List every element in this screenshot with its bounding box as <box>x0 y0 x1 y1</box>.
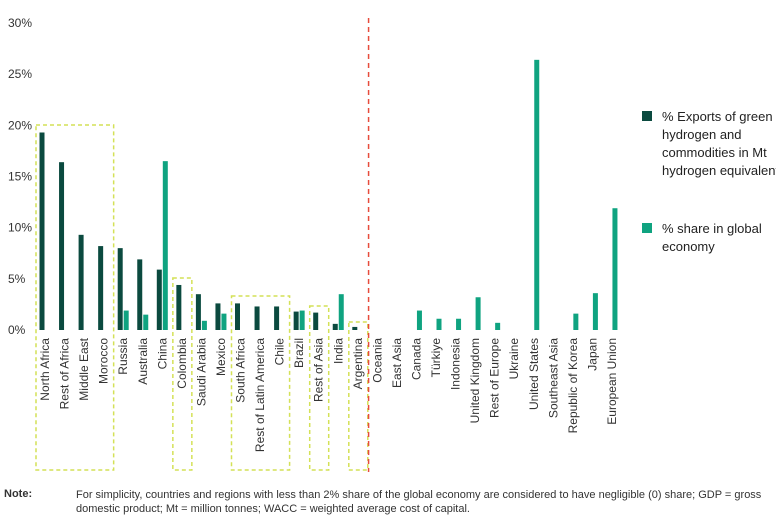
x-axis-labels: North Africa Rest of Africa Middle East Mor… <box>38 337 619 452</box>
y-tick-label: 0% <box>8 323 26 337</box>
y-tick-label: 20% <box>8 118 32 132</box>
bar-exports <box>215 303 221 330</box>
bar-gdp-share <box>143 314 149 330</box>
bar-exports <box>98 246 104 330</box>
bar-gdp-share <box>612 208 618 330</box>
bar-gdp-share <box>436 318 442 330</box>
bar-exports <box>274 306 280 330</box>
x-tick-label: United Kingdom <box>468 338 482 423</box>
highlight-box <box>348 321 369 471</box>
y-tick-label: 25% <box>8 67 32 81</box>
legend-label-exports: % Exports of green hydrogen and commodit… <box>662 109 776 178</box>
y-tick-label: 10% <box>8 221 32 235</box>
x-tick-label: China <box>155 338 169 370</box>
x-tick-label: Japan <box>585 338 599 371</box>
bar-exports <box>176 284 182 330</box>
bar-gdp-share <box>475 297 481 330</box>
legend-swatch-gdp <box>642 223 652 233</box>
x-tick-label: Mexico <box>214 338 228 376</box>
x-tick-label: Brazil <box>292 338 306 368</box>
x-tick-label: India <box>331 338 345 364</box>
bar-gdp-share <box>338 294 344 330</box>
bar-exports <box>313 312 319 330</box>
x-tick-label: Rest of Europe <box>488 338 502 418</box>
bar-exports <box>59 162 65 330</box>
bar-gdp-share <box>416 310 422 330</box>
bar-exports <box>78 234 84 330</box>
bar-exports <box>352 326 358 330</box>
bar-chart: 0% 5% 10% 15% 20% 25% 30% North Africa Rest of … <box>8 16 619 472</box>
bar-exports <box>195 294 201 330</box>
bar-gdp-share <box>573 313 579 330</box>
highlight-box <box>172 277 193 471</box>
bar-gdp-share <box>456 318 462 330</box>
bar-gdp-share <box>495 322 501 330</box>
x-tick-label: Rest of Africa <box>58 338 72 410</box>
x-tick-label: European Union <box>605 338 619 425</box>
x-tick-label: Saudi Arabia <box>194 338 208 406</box>
legend-label-gdp: % share in global economy <box>662 221 762 254</box>
x-tick-label: East Asia <box>390 338 404 388</box>
bar-exports <box>293 311 299 330</box>
bar-exports <box>332 323 338 330</box>
bar-gdp-share <box>299 310 305 330</box>
bar-gdp-share <box>123 310 129 330</box>
bar-gdp-share <box>201 320 207 330</box>
x-tick-label: Colombia <box>175 338 189 389</box>
x-tick-label: Argentina <box>351 338 365 390</box>
x-tick-label: South Africa <box>234 338 248 403</box>
x-tick-label: Chile <box>273 338 287 366</box>
bar-gdp-share <box>592 293 598 330</box>
x-tick-label: Indonesia <box>449 338 463 390</box>
bar-gdp-share <box>534 59 540 331</box>
x-tick-label: Rest of Latin America <box>253 338 267 452</box>
bar-gdp-share <box>221 313 227 330</box>
bar-exports <box>235 303 240 330</box>
bar-exports <box>39 132 45 330</box>
x-tick-label: Middle East <box>77 337 91 400</box>
footnote-label: Note: <box>4 488 33 500</box>
x-tick-label: Ukraine <box>507 338 521 380</box>
bar-exports <box>117 248 123 330</box>
x-tick-label: Australia <box>136 338 150 385</box>
highlight-box <box>308 305 330 471</box>
x-tick-label: Republic of Korea <box>566 338 580 434</box>
x-tick-label: Morocco <box>97 338 111 384</box>
bar-exports <box>137 259 143 330</box>
y-tick-label: 5% <box>8 272 26 286</box>
y-tick-label: 30% <box>8 16 32 30</box>
highlight-box <box>230 295 291 471</box>
x-tick-label: Rest of Asia <box>312 338 326 402</box>
legend-swatch-exports <box>642 111 652 121</box>
x-tick-label: Canada <box>409 338 423 380</box>
highlight-box <box>35 124 115 471</box>
y-axis: 0% 5% 10% 15% 20% 25% 30% <box>8 16 32 337</box>
x-tick-label: Oceania <box>370 338 384 383</box>
bar-exports <box>254 306 260 330</box>
highlight-boxes <box>35 124 369 471</box>
footnote-text: For simplicity, countries and regions wi… <box>76 489 762 515</box>
x-tick-label: United States <box>527 338 541 410</box>
bar-exports <box>156 269 162 330</box>
bar-gdp-share <box>162 161 168 330</box>
bars <box>39 59 618 331</box>
y-tick-label: 15% <box>8 170 32 184</box>
x-tick-label: Türkiye <box>429 338 443 378</box>
x-tick-label: Southeast Asia <box>546 338 560 418</box>
x-tick-label: Russia <box>116 338 130 375</box>
x-tick-label: North Africa <box>38 338 52 401</box>
